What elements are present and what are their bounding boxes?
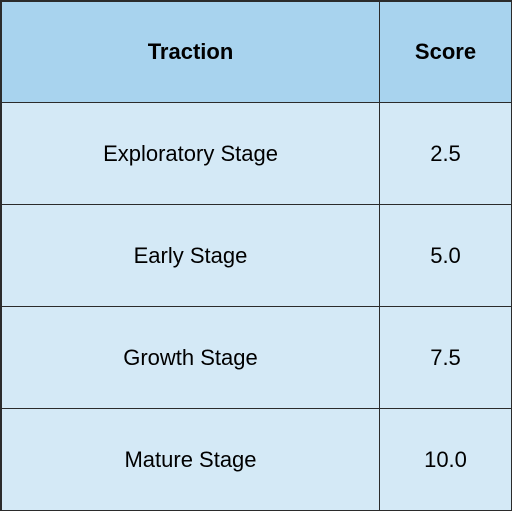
table-header: Traction Score	[1, 1, 512, 103]
table-row: Growth Stage 7.5	[1, 306, 512, 409]
header-traction: Traction	[1, 1, 380, 103]
table-row: Mature Stage 10.0	[1, 408, 512, 511]
table-body: Exploratory Stage 2.5 Early Stage 5.0 Gr…	[1, 102, 512, 511]
score-cell: 10.0	[379, 408, 512, 511]
table-row: Exploratory Stage 2.5	[1, 102, 512, 205]
header-score: Score	[379, 1, 512, 103]
traction-cell: Growth Stage	[1, 306, 380, 409]
traction-cell: Exploratory Stage	[1, 102, 380, 205]
score-cell: 5.0	[379, 204, 512, 307]
traction-cell: Early Stage	[1, 204, 380, 307]
table-row: Early Stage 5.0	[1, 204, 512, 307]
header-row: Traction Score	[1, 1, 512, 103]
score-cell: 2.5	[379, 102, 512, 205]
score-cell: 7.5	[379, 306, 512, 409]
traction-cell: Mature Stage	[1, 408, 380, 511]
